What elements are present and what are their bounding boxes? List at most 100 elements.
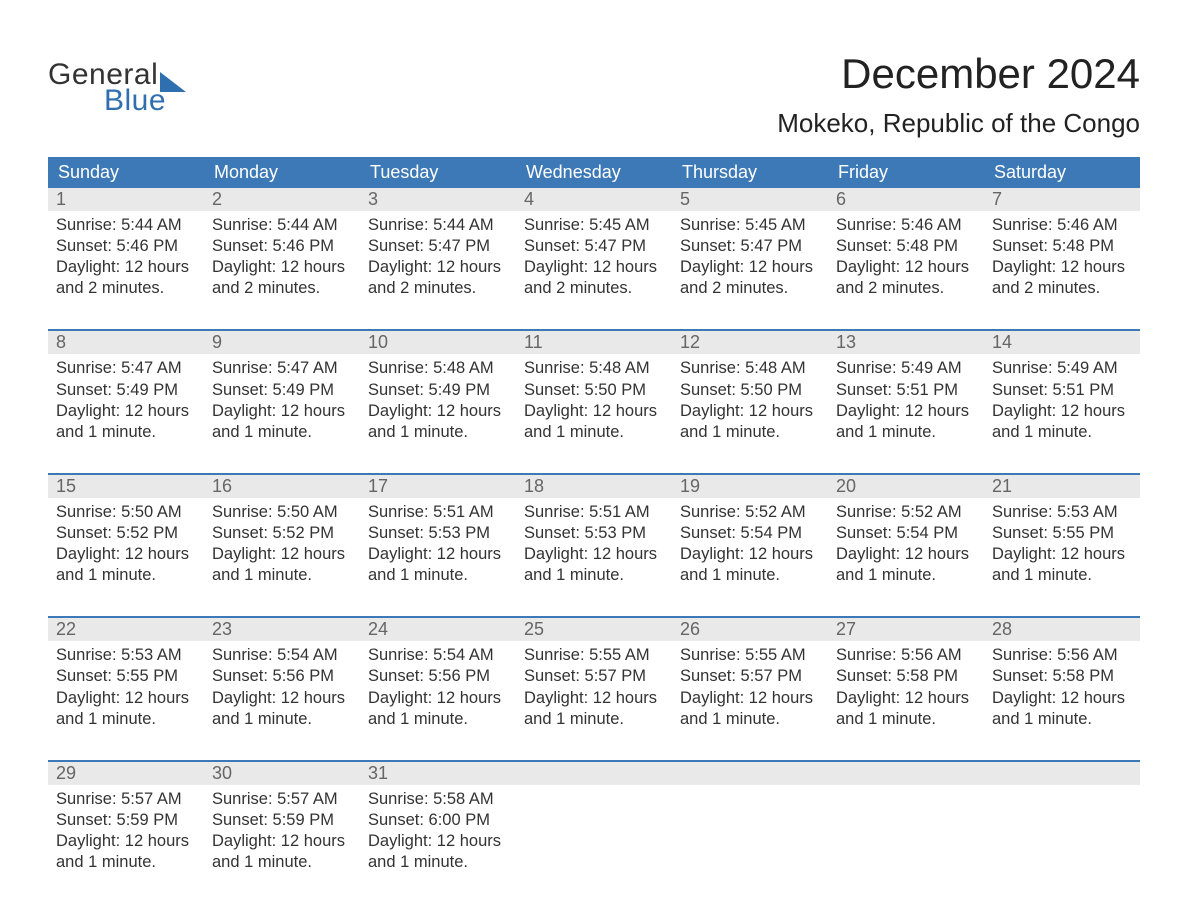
sunrise-text: Sunrise: 5:55 AM [680,645,820,666]
sunrise-text: Sunrise: 5:46 AM [992,215,1132,236]
daylight-text: and 1 minute. [524,565,664,586]
sunset-text: Sunset: 5:50 PM [524,380,664,401]
day-cell: Sunrise: 5:44 AMSunset: 5:47 PMDaylight:… [360,211,516,329]
day-cell: Sunrise: 5:44 AMSunset: 5:46 PMDaylight:… [204,211,360,329]
sunrise-text: Sunrise: 5:45 AM [680,215,820,236]
sunrise-text: Sunrise: 5:44 AM [212,215,352,236]
date-number: 22 [48,618,204,641]
daylight-text: and 1 minute. [992,422,1132,443]
daylight-text: and 1 minute. [368,565,508,586]
day-cell: Sunrise: 5:48 AMSunset: 5:50 PMDaylight:… [672,354,828,472]
daylight-text: Daylight: 12 hours [212,257,352,278]
date-number: 24 [360,618,516,641]
sunset-text: Sunset: 6:00 PM [368,810,508,831]
sunset-text: Sunset: 5:58 PM [992,666,1132,687]
daylight-text: and 1 minute. [524,709,664,730]
date-number: 25 [516,618,672,641]
date-number: 19 [672,475,828,498]
sunrise-text: Sunrise: 5:51 AM [524,502,664,523]
daylight-text: and 1 minute. [368,852,508,873]
sunset-text: Sunset: 5:55 PM [992,523,1132,544]
daylight-text: Daylight: 12 hours [212,544,352,565]
sunset-text: Sunset: 5:51 PM [836,380,976,401]
sunset-text: Sunset: 5:57 PM [524,666,664,687]
sunrise-text: Sunrise: 5:44 AM [368,215,508,236]
sunset-text: Sunset: 5:47 PM [680,236,820,257]
daylight-text: Daylight: 12 hours [680,688,820,709]
daylight-text: and 1 minute. [992,565,1132,586]
dow-monday: Monday [204,157,360,188]
date-number-row: 891011121314 [48,331,1140,354]
date-number: 18 [516,475,672,498]
daylight-text: and 1 minute. [680,565,820,586]
daylight-text: and 1 minute. [680,422,820,443]
date-number: 4 [516,188,672,211]
sunrise-text: Sunrise: 5:48 AM [524,358,664,379]
day-cell: Sunrise: 5:45 AMSunset: 5:47 PMDaylight:… [672,211,828,329]
daylight-text: and 2 minutes. [56,278,196,299]
sunset-text: Sunset: 5:49 PM [368,380,508,401]
location-subtitle: Mokeko, Republic of the Congo [777,108,1140,139]
daylight-text: Daylight: 12 hours [212,688,352,709]
daylight-text: Daylight: 12 hours [680,401,820,422]
daylight-text: and 1 minute. [680,709,820,730]
sunset-text: Sunset: 5:51 PM [992,380,1132,401]
date-data-row: Sunrise: 5:57 AMSunset: 5:59 PMDaylight:… [48,785,1140,903]
daylight-text: and 2 minutes. [680,278,820,299]
daylight-text: Daylight: 12 hours [680,257,820,278]
sunset-text: Sunset: 5:54 PM [836,523,976,544]
daylight-text: and 2 minutes. [836,278,976,299]
day-cell: Sunrise: 5:49 AMSunset: 5:51 PMDaylight:… [828,354,984,472]
daylight-text: Daylight: 12 hours [836,401,976,422]
date-number [984,762,1140,785]
date-number: 13 [828,331,984,354]
day-cell: Sunrise: 5:50 AMSunset: 5:52 PMDaylight:… [204,498,360,616]
sunrise-text: Sunrise: 5:56 AM [836,645,976,666]
daylight-text: Daylight: 12 hours [56,257,196,278]
day-cell: Sunrise: 5:55 AMSunset: 5:57 PMDaylight:… [672,641,828,759]
sunset-text: Sunset: 5:53 PM [524,523,664,544]
daylight-text: Daylight: 12 hours [368,401,508,422]
date-number: 28 [984,618,1140,641]
day-cell: Sunrise: 5:47 AMSunset: 5:49 PMDaylight:… [48,354,204,472]
daylight-text: and 1 minute. [56,422,196,443]
sunset-text: Sunset: 5:59 PM [212,810,352,831]
date-number: 12 [672,331,828,354]
daylight-text: and 1 minute. [524,422,664,443]
date-number-row: 22232425262728 [48,618,1140,641]
calendar-week: 293031Sunrise: 5:57 AMSunset: 5:59 PMDay… [48,760,1140,903]
daylight-text: Daylight: 12 hours [368,831,508,852]
date-number: 26 [672,618,828,641]
day-cell: Sunrise: 5:45 AMSunset: 5:47 PMDaylight:… [516,211,672,329]
sunset-text: Sunset: 5:47 PM [524,236,664,257]
day-cell: Sunrise: 5:57 AMSunset: 5:59 PMDaylight:… [204,785,360,903]
day-cell: Sunrise: 5:52 AMSunset: 5:54 PMDaylight:… [672,498,828,616]
sunrise-text: Sunrise: 5:54 AM [212,645,352,666]
day-cell [984,785,1140,903]
sunrise-text: Sunrise: 5:47 AM [212,358,352,379]
day-cell: Sunrise: 5:46 AMSunset: 5:48 PMDaylight:… [828,211,984,329]
daylight-text: Daylight: 12 hours [212,831,352,852]
daylight-text: and 2 minutes. [992,278,1132,299]
date-number: 30 [204,762,360,785]
daylight-text: Daylight: 12 hours [212,401,352,422]
sunset-text: Sunset: 5:47 PM [368,236,508,257]
daylight-text: Daylight: 12 hours [836,544,976,565]
sunset-text: Sunset: 5:55 PM [56,666,196,687]
dow-tuesday: Tuesday [360,157,516,188]
sunset-text: Sunset: 5:59 PM [56,810,196,831]
calendar: Sunday Monday Tuesday Wednesday Thursday… [48,157,1140,903]
sunset-text: Sunset: 5:49 PM [56,380,196,401]
sunrise-text: Sunrise: 5:46 AM [836,215,976,236]
sunrise-text: Sunrise: 5:50 AM [212,502,352,523]
date-number: 1 [48,188,204,211]
dow-wednesday: Wednesday [516,157,672,188]
sunrise-text: Sunrise: 5:49 AM [992,358,1132,379]
sunrise-text: Sunrise: 5:44 AM [56,215,196,236]
day-cell: Sunrise: 5:46 AMSunset: 5:48 PMDaylight:… [984,211,1140,329]
day-cell: Sunrise: 5:56 AMSunset: 5:58 PMDaylight:… [984,641,1140,759]
daylight-text: and 1 minute. [212,709,352,730]
daylight-text: and 1 minute. [56,852,196,873]
daylight-text: and 1 minute. [836,709,976,730]
day-cell: Sunrise: 5:48 AMSunset: 5:49 PMDaylight:… [360,354,516,472]
